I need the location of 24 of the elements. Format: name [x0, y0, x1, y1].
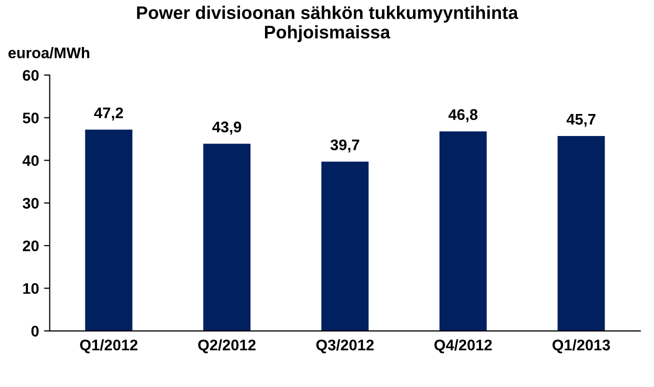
y-tick-label: 60	[22, 70, 39, 81]
bar	[85, 130, 132, 331]
y-axis-title: euroa/MWh	[8, 47, 90, 58]
y-tick-label: 20	[22, 240, 39, 252]
bar	[558, 136, 605, 331]
y-tick-label: 40	[22, 155, 39, 166]
x-tick-label: Q2/2012	[198, 339, 256, 354]
x-tick-label: Q1/2013	[552, 339, 610, 354]
bar	[439, 131, 487, 331]
x-tick-label: Q1/2012	[80, 339, 138, 354]
data-label: 39,7	[330, 139, 360, 152]
data-label: 47,2	[94, 107, 124, 121]
x-tick-label: Q3/2012	[316, 339, 374, 354]
y-tick-label: 0	[31, 326, 39, 337]
y-tick-label: 50	[22, 112, 39, 124]
data-label: 45,7	[566, 114, 596, 127]
data-label: 46,8	[448, 109, 478, 122]
y-tick-label: 30	[22, 198, 39, 209]
chart-title: Power divisioonan sähkön tukkumyyntihinta Pohjoismaissa	[137, 6, 518, 42]
y-tick-label: 10	[23, 283, 39, 294]
data-label: 43,9	[212, 122, 242, 135]
x-tick-label: Q4/2012	[434, 339, 492, 354]
bar	[203, 144, 250, 331]
bar	[321, 162, 369, 331]
